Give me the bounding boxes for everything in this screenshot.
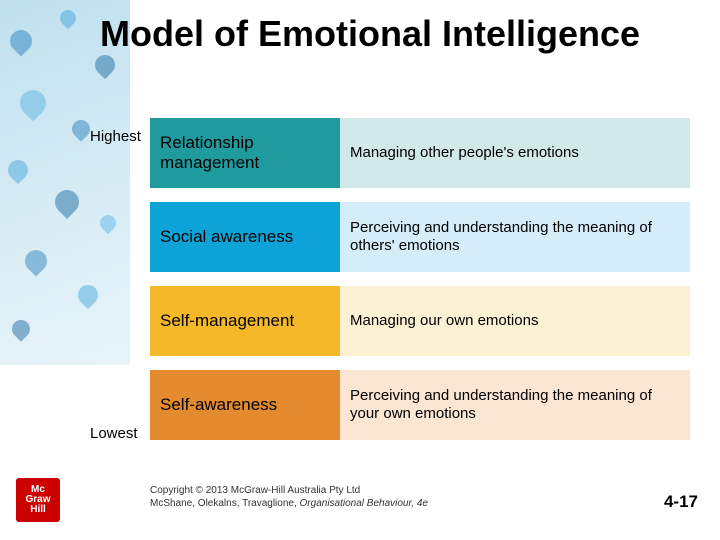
background-band [0, 0, 130, 365]
table-row: Social awarenessPerceiving and understan… [150, 202, 690, 272]
water-drop-icon [5, 25, 36, 56]
ei-level-description: Managing our own emotions [340, 286, 690, 356]
ei-level-label: Relationship management [150, 118, 340, 188]
ei-level-label: Self-awareness [150, 370, 340, 440]
table-row: Self-managementManaging our own emotions [150, 286, 690, 356]
axis-label-highest: Highest [90, 128, 141, 145]
logo-line: Hill [30, 505, 46, 515]
water-drop-icon [15, 85, 52, 122]
page-number: 4-17 [664, 492, 698, 512]
water-drop-icon [50, 185, 84, 219]
water-drop-icon [74, 281, 102, 309]
axis-label-lowest: Lowest [90, 425, 138, 442]
water-drop-icon [97, 212, 120, 235]
copyright-line1: Copyright © 2013 McGraw-Hill Australia P… [150, 484, 428, 497]
table-row: Self-awarenessPerceiving and understandi… [150, 370, 690, 440]
ei-level-description: Managing other people's emotions [340, 118, 690, 188]
water-drop-icon [91, 51, 119, 79]
ei-level-label: Self-management [150, 286, 340, 356]
water-drop-icon [20, 245, 51, 276]
copyright-line2: McShane, Olekalns, Travaglione, Organisa… [150, 497, 428, 510]
slide-title: Model of Emotional Intelligence [100, 14, 640, 54]
water-drop-icon [57, 7, 80, 30]
table-row: Relationship managementManaging other pe… [150, 118, 690, 188]
publisher-logo: Mc Graw Hill [16, 478, 60, 522]
ei-level-description: Perceiving and understanding the meaning… [340, 370, 690, 440]
ei-level-label: Social awareness [150, 202, 340, 272]
ei-level-description: Perceiving and understanding the meaning… [340, 202, 690, 272]
copyright-text: Copyright © 2013 McGraw-Hill Australia P… [150, 484, 428, 510]
water-drop-icon [8, 316, 33, 341]
slide: Model of Emotional Intelligence Highest … [0, 0, 720, 540]
water-drop-icon [4, 156, 32, 184]
ei-table: Relationship managementManaging other pe… [150, 118, 690, 454]
